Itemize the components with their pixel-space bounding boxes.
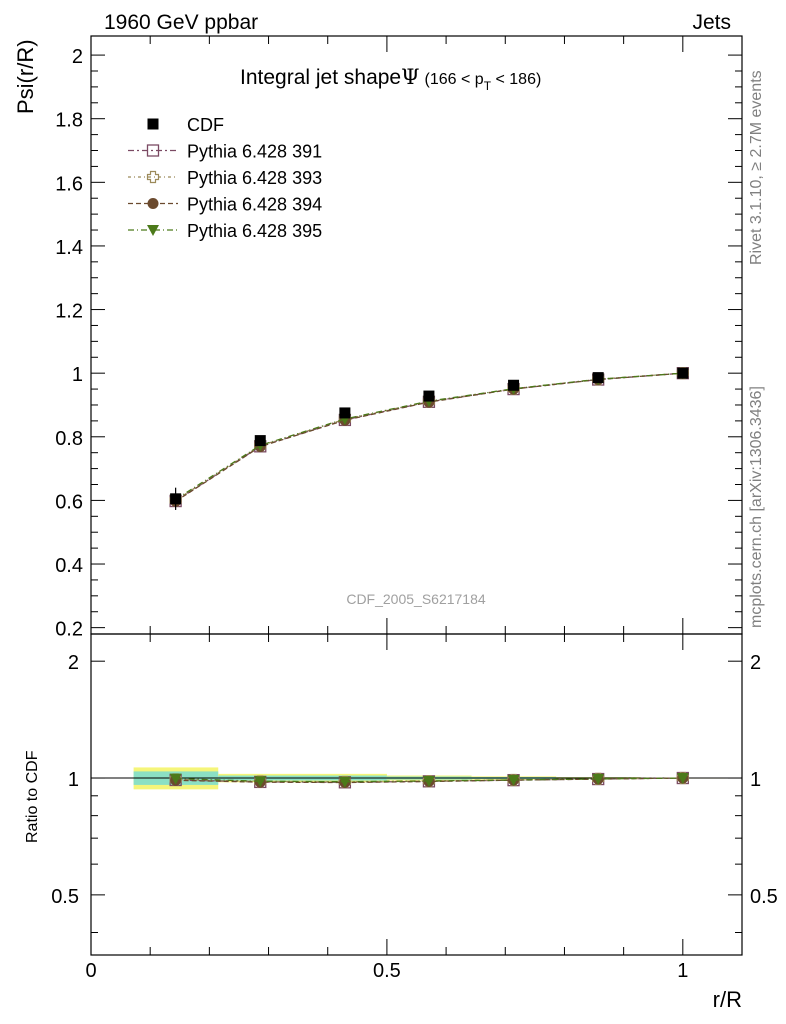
y-tick-label: 0.6 [55,491,83,513]
series-3 [170,367,689,789]
ratio-series-point [676,773,689,785]
x-tick-label: 1 [677,960,688,982]
plot-title-range-sub: T [484,79,492,93]
mcplots-label: mcplots.cern.ch [arXiv:1306.3436] [748,386,765,628]
legend-label: Pythia 6.428 393 [187,168,322,188]
series-layer [169,367,689,789]
y-tick-label: 1.8 [55,110,83,132]
legend-label: Pythia 6.428 391 [187,142,322,162]
legend-marker [146,170,160,184]
legend-label-data: CDF [187,115,224,135]
plot-title-range-post: < 186) [491,71,541,88]
panel-frames [90,35,743,956]
plot-title: Integral jet shapeΨ (166 < pT < 186) [240,65,541,93]
y-tick-label: 1.4 [55,237,83,259]
y-tick-label: 1.2 [55,301,83,323]
ratio-series-point [507,774,520,786]
ratio-y-tick-label-right: 0.5 [750,886,778,908]
series-4 [169,368,689,788]
data-point [170,493,182,505]
legend: CDF Pythia 6.428 391 Pythia 6.428 393 Pythi… [128,115,322,241]
data-point [592,372,604,384]
data-points-layer [170,367,689,510]
data-point [423,390,435,402]
series-2 [169,367,689,789]
x-tick-label: 0 [85,960,96,982]
rivet-version-label: Rivet 3.1.10, ≥ 2.7M events [748,70,765,265]
x-tick-label: 0.5 [373,960,401,982]
ratio-y-tick-label: 0.5 [51,886,79,908]
ratio-panel-frame [90,633,743,956]
ratio-y-tick-label: 1 [68,769,79,791]
y-tick-label: 0.2 [55,619,83,641]
analysis-watermark: CDF_2005_S6217184 [346,591,486,607]
legend-marker [147,198,159,209]
y-tick-label: 0.4 [55,555,83,577]
ratio-series-point [422,775,435,787]
legend-marker [147,225,159,236]
ratio-series-point [169,773,182,785]
plot-title-main: Integral jet shape [240,66,401,89]
y-tick-label: 1 [72,364,83,386]
legend-marker [146,144,160,157]
legend-label: Pythia 6.428 394 [187,195,322,215]
y-tick-label: 1.6 [55,173,83,195]
ratio-y-tick-label-right: 2 [750,652,761,674]
legend-marker-data [147,118,159,130]
y-tick-label: 2 [72,46,83,68]
legend-label: Pythia 6.428 395 [187,221,322,241]
series-1 [169,367,689,789]
header-energy: 1960 GeV ppbar [104,11,258,34]
y-axis-label: Psi(r/R) [13,39,38,114]
data-point [677,367,689,379]
data-point [508,379,520,391]
data-point [254,435,266,447]
ratio-y-tick-label: 2 [68,652,79,674]
ratio-series-point [338,776,351,788]
header-category: Jets [692,11,731,34]
axis-ticks: 0.2 0.4 0.6 0.8 1 1.2 1.4 1.6 1.8 2 0.5 0.5 1 1 2 2 0 0.5… [51,36,778,982]
data-point [339,407,351,419]
plot-title-range-pre: (166 < p [425,71,484,88]
y-tick-label: 0.8 [55,428,83,450]
ratio-series-point [254,776,267,788]
ratio-y-axis-label: Ratio to CDF [24,750,41,843]
ratio-y-tick-label-right: 1 [750,769,761,791]
ratio-series-point [592,773,605,785]
plot-title-symbol: Ψ [401,65,419,89]
x-axis-label: r/R [713,987,742,1012]
